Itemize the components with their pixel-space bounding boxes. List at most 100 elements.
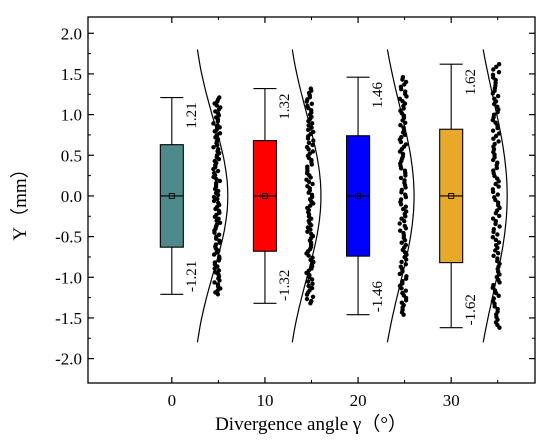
- data-point: [398, 84, 404, 90]
- data-point: [403, 89, 408, 94]
- min-annotation: -1.62: [463, 294, 479, 325]
- data-point: [400, 278, 405, 284]
- data-point: [491, 296, 496, 301]
- data-point: [398, 108, 403, 114]
- data-point: [399, 135, 404, 140]
- y-axis-title: Y（mm）: [9, 159, 31, 240]
- data-point: [399, 187, 404, 193]
- data-point: [397, 96, 403, 102]
- data-point: [216, 232, 222, 237]
- data-point: [310, 181, 315, 187]
- data-point: [217, 178, 223, 184]
- data-point: [398, 197, 404, 202]
- data-point: [309, 192, 315, 197]
- distribution-curve: [291, 49, 322, 343]
- data-point: [398, 175, 404, 181]
- data-point: [310, 142, 315, 148]
- data-point: [399, 240, 404, 245]
- data-point: [402, 223, 407, 229]
- data-point: [399, 259, 404, 265]
- data-point: [403, 288, 408, 293]
- data-point: [495, 306, 500, 312]
- data-point: [310, 255, 315, 260]
- min-annotation: -1.21: [184, 261, 200, 292]
- y-tick-label: 1.5: [61, 65, 82, 84]
- y-tick-label: -1.5: [55, 309, 82, 328]
- data-point: [308, 86, 313, 91]
- data-point: [397, 221, 402, 226]
- data-point: [398, 228, 403, 233]
- data-point: [216, 208, 222, 213]
- data-point: [310, 149, 316, 154]
- data-point: [304, 296, 310, 302]
- y-tick-label: -0.5: [55, 228, 82, 247]
- data-point: [490, 235, 496, 240]
- data-point: [305, 225, 311, 230]
- data-point: [401, 125, 406, 130]
- data-point: [491, 112, 497, 117]
- data-point: [403, 242, 408, 248]
- x-axis-title: Divergence angle γ（°）: [215, 413, 407, 435]
- data-point: [212, 158, 217, 164]
- max-annotation: 1.21: [184, 102, 200, 128]
- data-point: [310, 294, 316, 299]
- data-point: [496, 70, 502, 75]
- data-point: [491, 282, 496, 288]
- data-point: [213, 242, 219, 247]
- min-annotation: -1.46: [370, 281, 386, 313]
- data-point: [212, 260, 217, 265]
- data-point: [304, 144, 310, 150]
- y-tick-label: -2.0: [55, 350, 82, 369]
- data-point: [214, 180, 219, 186]
- data-point: [307, 151, 312, 156]
- data-point: [398, 264, 403, 269]
- data-point: [305, 164, 310, 169]
- data-point: [399, 300, 404, 305]
- data-point: [216, 200, 221, 206]
- data-point: [215, 282, 221, 287]
- max-annotation: 1.62: [463, 69, 479, 95]
- data-point: [497, 213, 502, 219]
- data-point: [214, 222, 219, 227]
- data-point: [493, 133, 499, 139]
- data-point: [492, 96, 497, 102]
- data-point: [309, 231, 314, 237]
- x-tick-label: 20: [350, 391, 367, 410]
- data-point: [306, 283, 311, 289]
- data-point: [490, 187, 496, 192]
- data-point: [217, 220, 223, 225]
- data-point: [403, 192, 408, 197]
- data-point: [310, 281, 315, 286]
- x-tick-label: 30: [443, 391, 460, 410]
- data-point: [310, 121, 315, 126]
- data-point: [309, 285, 315, 291]
- data-point: [211, 198, 217, 204]
- data-point: [306, 123, 311, 128]
- data-point: [495, 93, 501, 99]
- data-point: [493, 181, 498, 187]
- data-point: [217, 95, 222, 100]
- mean-marker: [448, 192, 455, 199]
- data-point: [306, 127, 311, 132]
- data-point: [309, 101, 314, 107]
- data-point: [402, 168, 408, 173]
- min-annotation: -1.32: [277, 270, 293, 301]
- x-tick-label: 0: [168, 391, 177, 410]
- data-point: [404, 209, 409, 214]
- data-point: [211, 194, 217, 200]
- max-annotation: 1.32: [277, 93, 293, 119]
- plot-frame: [87, 16, 536, 384]
- data-point: [309, 298, 314, 304]
- data-point: [311, 129, 316, 135]
- data-point: [212, 170, 217, 176]
- x-tick-label: 10: [256, 391, 273, 410]
- data-point: [212, 280, 217, 285]
- data-point: [400, 290, 405, 296]
- data-point: [217, 254, 222, 259]
- y-tick-label: 0.5: [61, 146, 82, 165]
- data-point: [490, 72, 496, 78]
- mean-marker: [261, 192, 268, 199]
- data-point: [400, 151, 406, 157]
- y-tick-label: 0.0: [61, 187, 82, 206]
- data-point: [491, 136, 496, 141]
